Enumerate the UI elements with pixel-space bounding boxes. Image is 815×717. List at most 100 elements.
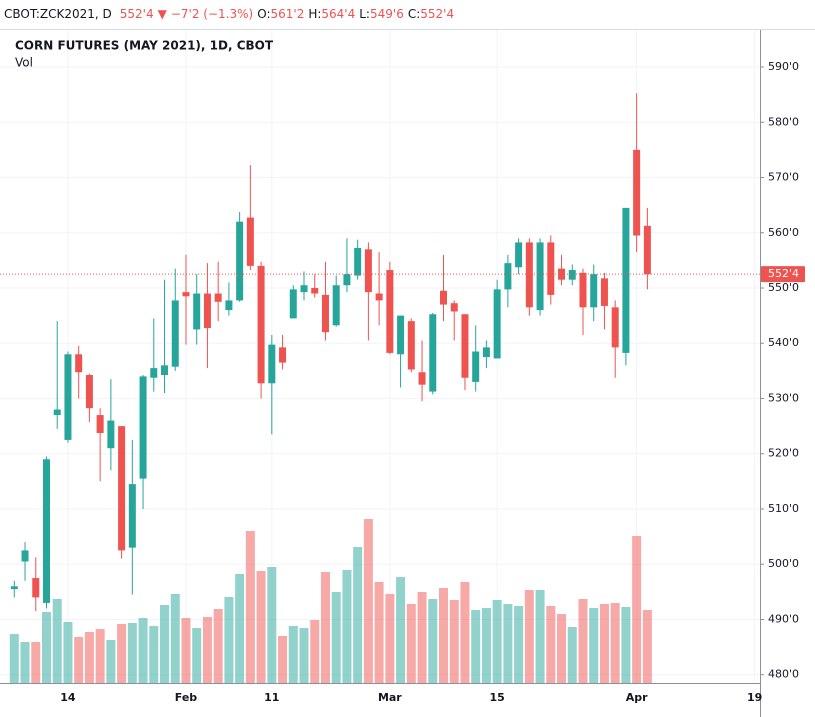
volume-bar <box>492 600 502 683</box>
candle-body <box>96 415 104 434</box>
candle-body <box>600 278 608 306</box>
volume-bar <box>396 577 406 683</box>
volume-bar <box>610 603 620 683</box>
volume-bar <box>278 636 288 683</box>
volume-bar <box>52 599 62 683</box>
candle-body <box>214 293 222 302</box>
volume-bar <box>256 571 266 683</box>
ohlc-label: C: <box>408 7 420 21</box>
y-tick-label: 510'0 <box>768 502 799 515</box>
volume-label: Vol <box>15 56 33 70</box>
candle-body <box>128 484 136 548</box>
volume-bar <box>503 604 513 683</box>
volume-bar <box>149 626 159 683</box>
candle-body <box>504 263 512 290</box>
volume-bar <box>95 629 105 683</box>
volume-bar <box>106 640 116 683</box>
candle-body <box>75 354 83 373</box>
volume-bar <box>428 599 438 683</box>
ohlc-label: O: <box>257 7 270 21</box>
volume-bar <box>84 632 94 683</box>
volume-bar <box>331 592 341 683</box>
candle-body <box>332 285 340 326</box>
candle-body <box>118 426 126 551</box>
candle-body <box>268 344 276 384</box>
volume-bar <box>288 626 298 683</box>
volume-bar <box>406 604 416 683</box>
volume-bar <box>535 590 545 683</box>
volume-bar <box>524 590 534 683</box>
candle-body <box>493 289 501 359</box>
volume-bar <box>374 582 384 683</box>
x-tick-label: 15 <box>489 691 504 704</box>
candle-body <box>321 294 329 333</box>
volume-bar <box>460 582 470 683</box>
y-tick-label: 570'0 <box>768 171 799 184</box>
x-tick-label: 11 <box>264 691 279 704</box>
volume-bar <box>557 614 567 683</box>
candle-body <box>85 375 93 409</box>
volume-bar <box>310 620 320 683</box>
candle-body <box>472 351 480 382</box>
volume-bar <box>213 609 223 683</box>
candle-body <box>107 420 115 449</box>
volume-bar <box>417 592 427 683</box>
candle-body <box>139 376 147 479</box>
volume-bar <box>224 597 234 683</box>
candle-body <box>182 292 190 297</box>
volume-bar <box>385 594 395 683</box>
last-price-tag <box>761 266 805 283</box>
candle-body <box>450 303 458 312</box>
volume-bar <box>202 617 212 683</box>
candle-body <box>590 274 598 308</box>
candle-body <box>461 314 469 378</box>
candle-body <box>375 293 383 301</box>
volume-bar <box>117 624 127 683</box>
last-price: 552'4 <box>120 7 154 21</box>
volume-bar <box>353 547 363 683</box>
candle-body <box>429 314 437 392</box>
candle-body <box>257 265 265 384</box>
volume-bar <box>299 628 309 683</box>
y-tick-label: 520'0 <box>768 447 799 460</box>
volume-bar <box>642 610 652 683</box>
candle-body <box>343 274 351 286</box>
y-tick-label: 590'0 <box>768 60 799 73</box>
candle-body <box>440 290 447 305</box>
y-tick-label: 580'0 <box>768 115 799 128</box>
candle-body <box>236 221 244 301</box>
candle-body <box>311 287 319 294</box>
ohlc-value: 549'6 <box>370 7 404 21</box>
candle-body <box>386 270 394 353</box>
volume-bar <box>127 623 137 683</box>
candle-body <box>418 372 426 385</box>
symbol: CBOT:ZCK2021, D <box>4 7 112 21</box>
candle-body <box>482 347 490 358</box>
x-tick-label: Apr <box>626 691 648 704</box>
volume-bar <box>546 606 556 683</box>
last-price-label: 552'4 <box>768 267 799 280</box>
symbol-header: CBOT:ZCK2021, D 552'4 ▼ −7'2 (−1.3%) O:561'2… <box>4 7 454 21</box>
volume-bar <box>192 628 202 683</box>
candle-body <box>42 459 50 603</box>
x-tick-label: Feb <box>175 691 198 704</box>
volume-bar <box>267 567 277 683</box>
y-tick-label: 500'0 <box>768 557 799 570</box>
volume-bar <box>578 599 588 683</box>
candle-body <box>203 293 211 329</box>
volume-bar <box>235 574 245 683</box>
volume-bar <box>599 604 609 683</box>
ohlc-label: H: <box>308 7 321 21</box>
volume-bar <box>138 618 148 683</box>
volume-bar <box>245 531 255 683</box>
volume-bar <box>181 618 191 683</box>
candle-body <box>279 347 287 363</box>
y-tick-label: 540'0 <box>768 336 799 349</box>
y-tick-label: 490'0 <box>768 612 799 625</box>
y-tick-label: 480'0 <box>768 668 799 681</box>
candle-body <box>32 578 40 598</box>
volume-bar <box>439 588 448 683</box>
candle-body <box>193 293 201 330</box>
volume-bar <box>567 627 577 683</box>
